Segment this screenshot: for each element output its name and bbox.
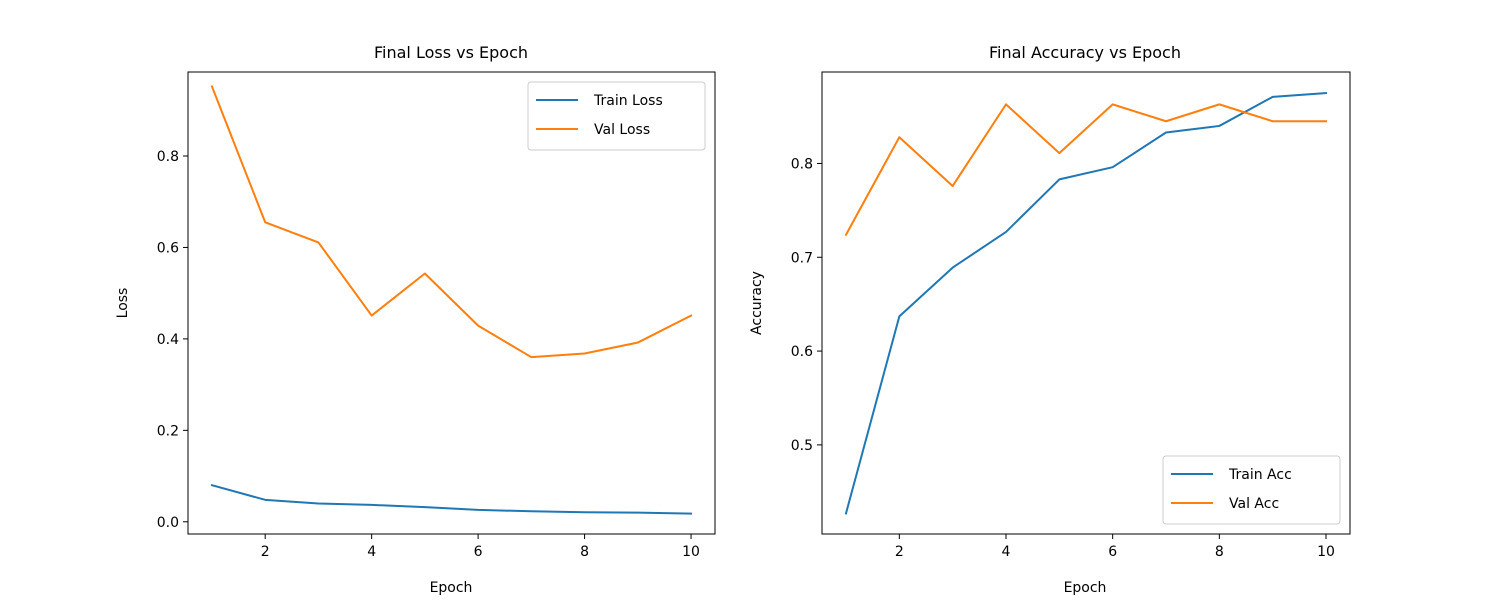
axes-frame (187, 71, 716, 535)
series-line-train (844, 92, 1328, 515)
plot-area: 2 4 6 8 10 0.0 0.2 0.4 0.6 0.8 Train Loss Val Loss (157, 71, 716, 560)
x-tick-label: 8 (580, 544, 589, 560)
accuracy-chart: Final Accuracy vs Epoch 2 4 6 8 10 0.5 0.6 0.7 0… (749, 43, 1351, 596)
x-tick-label: 8 (1215, 544, 1224, 560)
plot-area: 2 4 6 8 10 0.5 0.6 0.7 0.8 Train Acc Val Acc (791, 71, 1351, 560)
y-tick-label: 0.7 (791, 250, 813, 266)
x-tick-label: 10 (682, 544, 700, 560)
x-tick-label: 10 (1317, 544, 1335, 560)
x-tick-label: 2 (261, 544, 270, 560)
y-axis-label: Loss (115, 288, 131, 319)
x-axis-label: Epoch (430, 580, 473, 596)
y-tick-label: 0.2 (157, 423, 179, 439)
y-tick-label: 0.8 (791, 156, 813, 172)
series-line-train (210, 483, 693, 515)
legend-label-val: Val Acc (1229, 496, 1279, 512)
y-tick-label: 0.6 (157, 240, 179, 256)
y-tick-label: 0.0 (157, 515, 179, 531)
y-tick-label: 0.8 (157, 149, 179, 165)
series-line-val (844, 103, 1327, 237)
legend-label-train: Train Loss (593, 93, 663, 109)
chart-title: Final Loss vs Epoch (374, 43, 528, 62)
legend-label-train: Train Acc (1228, 467, 1292, 483)
x-axis-label: Epoch (1064, 580, 1107, 596)
x-tick-label: 4 (367, 544, 376, 560)
y-tick-label: 0.4 (157, 332, 179, 348)
axes-frame (821, 71, 1351, 535)
loss-chart: Final Loss vs Epoch 2 4 6 8 10 0.0 0.2 0.4 0.6 0.… (115, 43, 716, 596)
x-tick-label: 6 (474, 544, 483, 560)
x-tick-label: 2 (895, 544, 904, 560)
y-tick-label: 0.6 (791, 344, 813, 360)
y-tick-label: 0.5 (791, 438, 813, 454)
legend-label-val: Val Loss (594, 122, 650, 138)
y-axis-label: Accuracy (749, 271, 765, 335)
series-line-val (210, 85, 693, 359)
x-tick-label: 6 (1108, 544, 1117, 560)
chart-title: Final Accuracy vs Epoch (989, 43, 1181, 62)
legend: Train Loss Val Loss (527, 81, 706, 151)
legend: Train Acc Val Acc (1162, 455, 1341, 525)
x-tick-label: 4 (1002, 544, 1011, 560)
